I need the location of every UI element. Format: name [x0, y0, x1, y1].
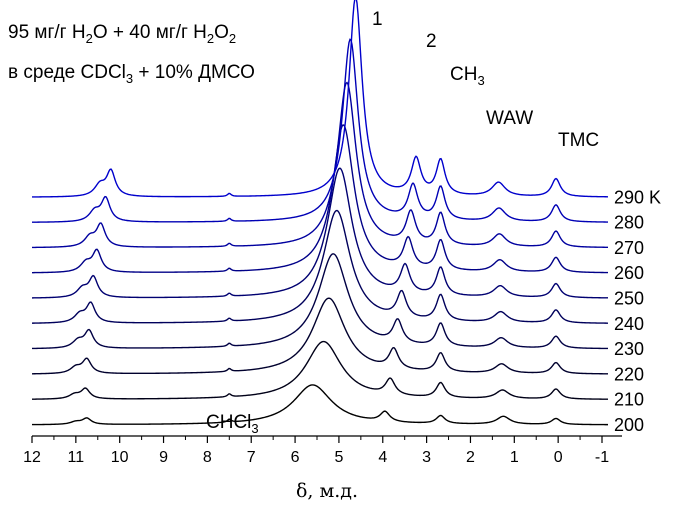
tmc-label: TMC: [558, 130, 599, 151]
spectrum-270k: [31, 81, 609, 249]
chart-title-line-2: в среде CDCl3 + 10% ДМСО: [8, 62, 255, 86]
title2-part-a: в среде CDCl: [8, 62, 126, 83]
x-tick-label: 7: [247, 449, 256, 466]
title1-sub-3: 2: [229, 31, 236, 46]
spectrum-250k: [31, 167, 609, 299]
temperature-label-280: 280: [614, 213, 644, 233]
x-axis-title: δ, м.д.: [296, 480, 358, 502]
spectrum-260k: [31, 124, 609, 274]
ch3-label: CH3: [450, 64, 485, 88]
title1-part-a: 95 мг/г H: [8, 22, 86, 43]
spectrum-230k: [31, 253, 609, 350]
spectrum-240k: [31, 209, 609, 324]
spectrum-280k: [31, 38, 609, 223]
x-tick-label: 12: [23, 449, 41, 466]
title1-sub-1: 2: [86, 31, 93, 46]
chcl3-text: CHCl: [206, 412, 251, 433]
x-tick-label: 4: [378, 449, 387, 466]
spectrum-220k: [31, 297, 609, 375]
x-tick-label: 6: [291, 449, 300, 466]
x-axis: 12 11 10 9 8 7 6 5 4 3 2 1 0 -1 δ, м.д.: [23, 435, 622, 502]
temperature-label-220: 220: [614, 364, 644, 384]
waw-label: WAW: [486, 108, 533, 129]
spectrum-210k: [31, 340, 609, 400]
temperature-label-250: 250: [614, 289, 644, 309]
title1-part-b: O + 40 мг/г H: [93, 22, 207, 43]
chart-title-line-1: 95 мг/г H2O + 40 мг/г H2O2: [8, 22, 236, 46]
spectrum-290k: [31, 0, 609, 198]
chcl3-sub: 3: [251, 421, 258, 436]
x-tick-label: 2: [466, 449, 475, 466]
chcl3-label: CHCl3: [206, 412, 259, 436]
x-tick-label: 5: [334, 449, 343, 466]
temperature-label-210: 210: [614, 390, 644, 410]
peak-1-label: 1: [372, 9, 383, 30]
title1-sub-2: 2: [207, 31, 214, 46]
x-tick-label: -1: [595, 449, 609, 466]
spectrum-200k: [31, 384, 608, 426]
x-tick-label: 9: [159, 449, 168, 466]
temperature-label-200: 200: [614, 415, 644, 435]
temperature-label-290: 290 K: [614, 187, 661, 207]
title2-part-b: + 10% ДМСО: [133, 62, 255, 83]
x-tick-label: 0: [554, 449, 563, 466]
x-tick-label: 1: [510, 449, 519, 466]
ch3-sub: 3: [477, 73, 484, 88]
x-tick-label: 11: [68, 449, 85, 466]
x-tick-label: 10: [111, 449, 129, 466]
temperature-label-230: 230: [614, 339, 644, 359]
title1-part-c: O: [214, 22, 229, 43]
peak-2-label: 2: [426, 31, 437, 52]
spectra-group: [31, 0, 609, 426]
ch3-text: CH: [450, 64, 477, 85]
temperature-label-260: 260: [614, 263, 644, 283]
temperature-label-240: 240: [614, 314, 644, 334]
x-tick-label: 3: [422, 449, 431, 466]
temperature-labels: 200 210 220 230 240 250 260 270 280 290 K: [614, 187, 661, 435]
x-axis-ticks: 12 11 10 9 8 7 6 5 4 3 2 1 0 -1: [23, 436, 609, 466]
temperature-label-270: 270: [614, 238, 644, 258]
x-tick-label: 8: [203, 449, 212, 466]
title2-sub-1: 3: [126, 71, 133, 86]
